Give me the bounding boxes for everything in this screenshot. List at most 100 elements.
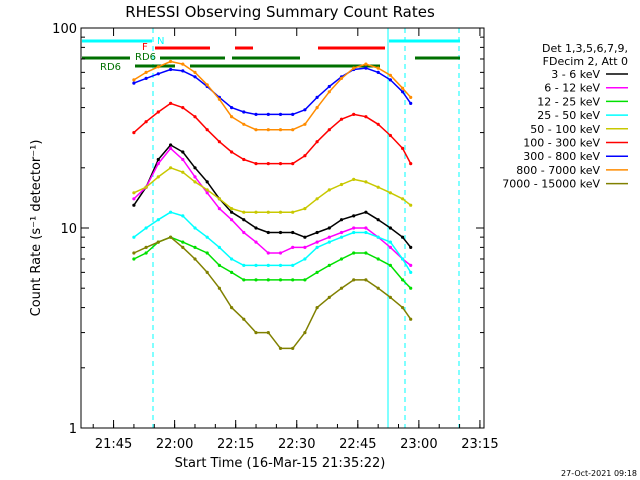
data-point [352, 66, 356, 70]
data-point [242, 110, 246, 114]
data-point [217, 245, 221, 249]
data-point [315, 95, 319, 99]
data-point [242, 122, 246, 126]
data-point [315, 197, 319, 201]
series-line [133, 167, 412, 213]
data-point [376, 185, 380, 189]
data-point [364, 230, 368, 235]
y-tick-label: 100 [52, 22, 77, 37]
data-point [388, 245, 392, 249]
data-point [291, 128, 295, 132]
data-point [278, 263, 283, 267]
data-point [242, 317, 246, 321]
x-tick-label: 22:45 [339, 437, 376, 452]
data-point [193, 75, 197, 79]
data-point [303, 278, 307, 282]
data-point [193, 226, 197, 230]
data-point [254, 278, 258, 282]
data-point [339, 257, 344, 261]
x-tick-label: 22:30 [278, 437, 315, 452]
series-line [133, 102, 412, 165]
data-point [315, 245, 319, 249]
data-point [242, 263, 246, 267]
chart-title: RHESSI Observing Summary Count Rates [125, 3, 435, 21]
data-point [409, 270, 413, 274]
data-point [352, 214, 356, 218]
data-point [388, 263, 392, 267]
data-point [315, 230, 319, 235]
data-point [217, 263, 221, 267]
data-point [217, 286, 221, 290]
data-point [352, 230, 356, 235]
data-point [315, 106, 319, 110]
data-point [132, 78, 136, 82]
data-point [376, 257, 380, 261]
data-point [254, 128, 258, 132]
data-point [376, 66, 380, 70]
data-point [303, 154, 307, 158]
legend-label: 300 - 800 keV [523, 150, 600, 163]
data-point [291, 245, 295, 249]
data-point [278, 162, 283, 166]
data-point [327, 263, 331, 267]
data-point [352, 226, 356, 230]
data-point [169, 67, 173, 72]
legend-label: 25 - 50 keV [537, 109, 600, 122]
x-tick-label: 23:00 [400, 437, 437, 452]
data-point [401, 257, 405, 261]
data-point [266, 331, 270, 335]
data-point [144, 245, 148, 249]
data-point [303, 257, 307, 261]
data-point [242, 230, 246, 235]
data-point [388, 73, 392, 77]
data-point [303, 207, 307, 211]
data-point [193, 175, 197, 179]
data-point [339, 230, 344, 235]
legend-label: 3 - 6 keV [551, 68, 600, 81]
data-point [254, 331, 258, 335]
legend-label: 100 - 300 keV [523, 137, 600, 150]
data-point [401, 86, 405, 90]
data-point [327, 84, 331, 89]
data-point [169, 143, 173, 147]
data-point [254, 226, 258, 230]
data-point [409, 317, 413, 321]
data-point [364, 62, 368, 66]
data-point [254, 162, 258, 166]
data-point [278, 230, 283, 235]
data-point [303, 122, 307, 126]
data-point [193, 115, 197, 119]
data-point [230, 106, 234, 110]
data-point [266, 128, 270, 132]
data-point [193, 245, 197, 249]
x-tick-label: 22:00 [156, 437, 193, 452]
legend-label: 12 - 25 keV [537, 95, 600, 108]
data-point [132, 257, 136, 261]
data-point [409, 95, 413, 99]
data-point [169, 101, 173, 105]
data-point [315, 140, 319, 144]
plot-frame [80, 27, 485, 429]
data-point [230, 207, 234, 211]
data-point [132, 251, 136, 255]
data-point [266, 162, 270, 166]
data-point [327, 240, 331, 244]
data-point [388, 226, 392, 230]
data-point [205, 180, 209, 184]
data-point [242, 278, 246, 282]
data-point [315, 306, 319, 310]
x-axis-label: Start Time (16-Mar-15 21:35:22) [175, 456, 386, 471]
data-point [266, 263, 270, 267]
date-stamp: 27-Oct-2021 09:18 [561, 469, 637, 478]
data-point [132, 203, 136, 207]
data-point [181, 62, 185, 66]
annotation-label: N [157, 36, 164, 47]
data-point [254, 112, 258, 116]
data-point [144, 76, 148, 80]
data-point [401, 90, 405, 94]
legend-label: 800 - 7000 keV [516, 164, 600, 177]
data-point [364, 251, 368, 255]
data-point [364, 210, 368, 214]
data-point [364, 180, 368, 184]
data-point [388, 295, 392, 299]
